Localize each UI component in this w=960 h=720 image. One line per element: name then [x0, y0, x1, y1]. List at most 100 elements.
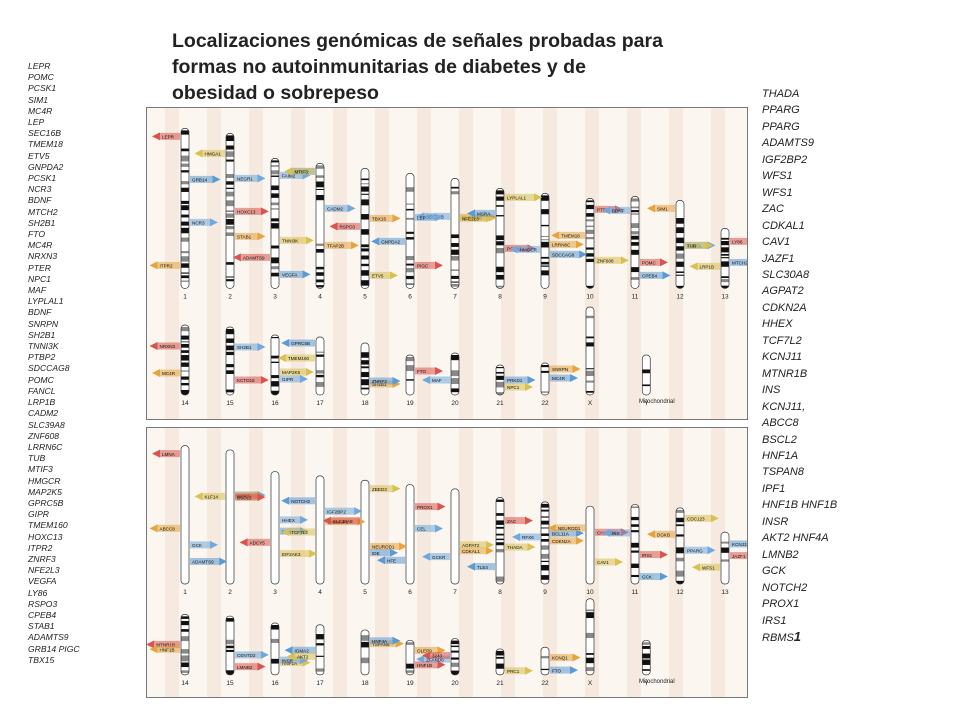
gene-marker-arrow — [219, 557, 228, 566]
gene-marker-bar — [235, 174, 258, 182]
chromosome-band — [721, 240, 729, 246]
chromosome-band — [586, 200, 594, 203]
gene-marker-label: PROX1 — [417, 505, 433, 510]
gene-marker: MTIF3 — [284, 167, 315, 176]
gene-marker-arrow — [551, 231, 560, 240]
gene-marker-arrow — [329, 222, 338, 231]
diabetes-gene-item: HNF1B HNF1B — [762, 499, 838, 512]
chromosome-band — [181, 616, 189, 619]
gene-marker-bar — [157, 524, 180, 532]
gene-marker-label: MSRA — [477, 212, 491, 217]
gene-marker-bar — [202, 149, 225, 157]
gene-marker-arrow — [147, 640, 155, 649]
obesity-gene-item: CPEB4 — [28, 609, 57, 620]
gene-marker: JAZF1 — [730, 552, 747, 560]
gene-marker-arrow — [210, 218, 218, 227]
chromosome-band — [586, 285, 594, 289]
gene-marker-bar — [370, 271, 390, 279]
gene-marker-bar — [424, 655, 450, 663]
gene-marker-bar — [289, 497, 315, 505]
gene-marker-bar — [595, 256, 621, 264]
obesity-gene-list: LEPR POMC PCSK1 SIM1 MC4R LEP SEC16B TMEM18 ETV5… — [28, 61, 80, 666]
gene-marker-label: AKT2 — [297, 655, 309, 660]
gene-marker-arrow — [689, 262, 698, 271]
gene-marker: CDKN2A — [550, 536, 584, 545]
gene-marker: LEPR — [152, 132, 180, 141]
chromosome-band — [406, 365, 414, 372]
chromosome-band — [316, 370, 324, 374]
chromosome-band — [586, 237, 594, 240]
gene-marker: ETV5 — [370, 271, 398, 280]
diabetes-karyotype-panel: 1 2 3 4 5 6 7 8 9 10 11 12 13 14 15 16 17 18 19 20 21 22 X Y Mit… — [146, 427, 748, 698]
gene-marker-bar — [475, 209, 495, 217]
gene-marker-bar — [697, 262, 720, 270]
gene-marker-label: LYPLAL1 — [507, 196, 527, 201]
chromosome-band — [676, 285, 684, 289]
gene-marker-label: LMNB2 — [237, 665, 253, 670]
chromosome-outline — [540, 646, 550, 676]
gene-marker-label: CDKN2A — [552, 539, 572, 544]
gene-marker: HNF1B — [149, 645, 180, 654]
chromosome — [540, 362, 550, 396]
chromosome-number: 12 — [676, 589, 684, 596]
gene-marker-arrow — [602, 528, 610, 537]
panel-stripe — [291, 428, 305, 697]
gene-marker-bar — [559, 231, 585, 239]
gene-marker-bar — [190, 175, 213, 183]
chromosome-band — [271, 638, 279, 643]
chromosome-band — [226, 213, 234, 218]
chromosome — [720, 228, 730, 289]
gene-marker-label: ZBED3 — [372, 487, 387, 492]
diabetes-gene-item: SLC30A8 — [762, 268, 810, 281]
gene-marker-arrow — [615, 558, 623, 567]
panel-stripe — [417, 428, 431, 697]
gene-marker-bar — [415, 367, 435, 375]
obesity-gene-item: GPRC5B — [28, 497, 64, 508]
diabetes-gene-item: ZAC — [762, 203, 784, 216]
chromosome — [225, 133, 235, 289]
chromosome-outline — [540, 501, 550, 585]
chromosome-band — [541, 520, 549, 525]
chromosome — [225, 326, 235, 396]
chromosome-band — [496, 499, 504, 502]
gene-marker-label: CPEB4 — [642, 274, 658, 279]
chromosome-band — [226, 151, 234, 157]
chromosome-body — [721, 532, 729, 585]
obesity-gene-item: ETV5 — [28, 150, 50, 161]
gene-marker-bar — [235, 343, 258, 351]
chromosome — [495, 648, 505, 676]
chromosome-number: 8 — [498, 589, 502, 596]
chromosome-band — [406, 203, 414, 205]
chromosome-band — [406, 283, 414, 285]
gene-marker: HHEX — [280, 515, 308, 524]
chromosome-band — [406, 255, 414, 261]
chromosome-band — [631, 516, 639, 521]
obesity-gene-item: MTCH2 — [28, 206, 58, 217]
obesity-gene-item: HMGCR — [28, 475, 61, 486]
chromosome-band — [226, 645, 234, 649]
gene-marker-arrow — [152, 132, 160, 141]
chromosome-band — [226, 181, 234, 185]
chromosome-band — [451, 243, 459, 247]
title-line: formas no autoinmunitarias de diabetes y… — [172, 56, 586, 78]
obesity-gene-item: SIM1 — [28, 94, 49, 105]
gene-marker-arrow — [547, 523, 556, 532]
gene-marker: RSPO3 — [329, 222, 360, 231]
gene-marker-label: SDCCAG8 — [552, 253, 575, 258]
chromosome-number: 17 — [316, 400, 324, 407]
gene-marker-bar — [280, 270, 303, 278]
gene-marker-arrow — [390, 548, 398, 557]
chromosome-band — [541, 195, 549, 201]
chromosome-band — [496, 371, 504, 374]
gene-marker-bar — [202, 492, 225, 500]
chromosome-band — [451, 370, 459, 377]
chromosome-band — [316, 381, 324, 387]
gene-marker-label: BCL11A — [552, 531, 570, 536]
gene-marker-label: CADM2 — [327, 207, 344, 212]
obesity-gene-item: VEGFA — [28, 576, 57, 587]
gene-marker: HMGCR — [509, 245, 540, 254]
chromosome-number: 9 — [543, 293, 547, 300]
gene-marker-label: LEPR — [162, 135, 175, 140]
chromosome-band — [541, 224, 549, 227]
gene-marker: CDKAL1 — [460, 546, 494, 555]
